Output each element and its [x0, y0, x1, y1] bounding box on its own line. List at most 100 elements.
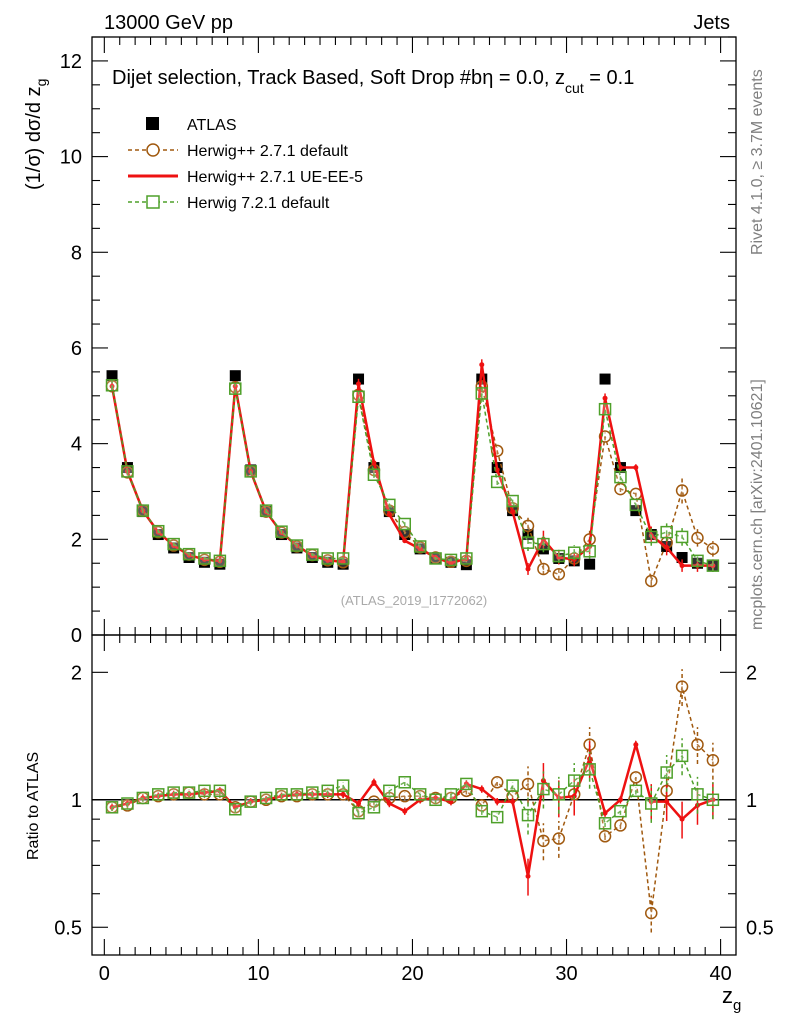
herwig-2-7-1-ue-ee-5-point [402, 538, 408, 544]
herwig-7-2-1-default-point [136, 504, 150, 517]
herwig-7-2-1-default-point [136, 791, 150, 805]
herwig-2-7-1-default-point [614, 819, 627, 832]
x-tick-label: 40 [709, 963, 731, 985]
herwig-7-2-1-default-point [444, 553, 458, 567]
herwig-2-7-1-default-point [521, 777, 535, 791]
herwig-2-7-1-default-point [691, 531, 704, 545]
energy-label: 13000 GeV pp [104, 12, 233, 34]
ratio-y-tick-label: 1 [71, 790, 82, 812]
herwig-7-2-1-default-point [537, 782, 550, 796]
herwig-2-7-1-ue-ee-5-point [494, 467, 500, 473]
herwig-7-2-1-default-point [151, 788, 165, 801]
herwig-7-2-1-default-point [675, 749, 689, 763]
herwig-7-2-1-default-point [460, 777, 473, 791]
y-tick-label: 12 [60, 51, 82, 73]
ratio-plot-frame [91, 634, 737, 956]
legend-hpp-ueee5-label: Herwig++ 2.7.1 UE-EE-5 [187, 169, 363, 186]
main-ylabel-text: (1/σ) dσ/d z [23, 86, 45, 190]
herwig-2-7-1-default-point [691, 738, 704, 751]
herwig-2-7-1-ue-ee-5-point [386, 801, 392, 807]
herwig-7-2-1-default-point [490, 475, 504, 489]
herwig-2-7-1-ue-ee-5-point [494, 799, 500, 805]
herwig-2-7-1-default-point [706, 542, 720, 556]
herwig-2-7-1-ue-ee-5-point [602, 810, 608, 816]
x-tick-label: 0 [99, 963, 110, 985]
atlas-point [214, 558, 226, 570]
herwig-7-2-1-default-point [490, 810, 504, 824]
rivet-label: Rivet 4.1.0, ≥ 3.7M events [749, 69, 766, 255]
herwig-7-2-1-default-point [229, 802, 242, 816]
ratio-ylabel: Ratio to ATLAS [25, 752, 42, 860]
ratio-xlabel-text: z [722, 983, 733, 1008]
atlas-point [676, 551, 688, 563]
herwig-2-7-1-ue-ee-5-point [617, 797, 623, 803]
herwig-7-2-1-default-point [645, 797, 658, 810]
herwig-7-2-1-default-point [182, 547, 196, 561]
herwig-7-2-1-default-point [367, 468, 381, 481]
herwig-2-7-1-ue-ee-5-point [356, 801, 362, 807]
main-ylabel: (1/σ) dσ/d zg [23, 79, 49, 190]
ratio-y-tick-label-right: 1 [746, 790, 757, 812]
herwig-2-7-1-ue-ee-5-point [664, 799, 670, 805]
herwig-2-7-1-ue-ee-5-point [510, 509, 516, 515]
herwig-7-2-1-default-point [275, 525, 288, 538]
herwig-2-7-1-default-point [706, 753, 720, 767]
legend-h7-default-marker [146, 195, 160, 209]
herwig-7-2-1-default-point [383, 784, 396, 798]
ratio-y-tick-label-right: 0.5 [746, 917, 774, 939]
herwig-2-7-1-ue-ee-5-point [433, 795, 439, 801]
herwig-7-2-1-default-point [567, 546, 581, 559]
herwig-7-2-1-default-point [198, 552, 211, 565]
herwig-7-2-1-default-point [121, 465, 134, 478]
ratio-y-tick-label: 0.5 [54, 917, 82, 939]
herwig-7-2-1-default-point [306, 548, 319, 561]
ratio-y-tick-label: 2 [71, 662, 82, 684]
herwig-2-7-1-ue-ee-5-point [602, 395, 608, 401]
herwig-7-2-1-default-point [105, 379, 119, 392]
herwig-2-7-1-default-point [490, 776, 504, 789]
herwig-7-2-1-default-point [598, 402, 612, 416]
herwig-7-2-1-default-point [321, 784, 334, 798]
herwig-2-7-1-ue-ee-5-point [479, 362, 485, 368]
herwig-2-7-1-ue-ee-5-point [417, 546, 423, 552]
plot-title: Dijet selection, Track Based, Soft Drop … [112, 67, 634, 96]
herwig-7-2-1-default-point [352, 390, 365, 404]
herwig-7-2-1-default-point [429, 793, 442, 807]
mcplots-label: mcplots.cern.ch [arXiv:2401.10621] [749, 379, 766, 630]
herwig-7-2-1-default-point [383, 498, 396, 512]
herwig-7-2-1-default-point [151, 524, 165, 538]
herwig-7-2-1-default-point [213, 784, 227, 798]
herwig-7-2-1-default-point [229, 382, 242, 395]
herwig-7-2-1-default-point [105, 801, 119, 814]
herwig-7-2-1-default-point [567, 774, 581, 787]
legend-atlas-marker [146, 117, 159, 130]
herwig-2-7-1-ue-ee-5-point [510, 799, 516, 805]
herwig-7-2-1-default-point [321, 552, 334, 565]
herwig-7-2-1-default-point [398, 776, 412, 789]
herwig-2-7-1-ue-ee-5-point [386, 511, 392, 517]
herwig-7-2-1-default-point [244, 795, 257, 808]
herwig-7-2-1-default-point [660, 525, 673, 539]
herwig-7-2-1-default-point [475, 387, 489, 400]
x-tick-label: 20 [401, 963, 423, 985]
herwig-7-2-1-default-point [660, 766, 673, 779]
herwig-2-7-1-ue-ee-5-point [371, 460, 377, 466]
herwig-2-7-1-default-point [645, 906, 658, 920]
herwig-2-7-1-ue-ee-5-point [617, 465, 623, 471]
herwig-2-7-1-default-point [537, 834, 550, 848]
herwig-7-2-1-default-point [182, 786, 196, 799]
herwig-2-7-1-default-point [675, 484, 689, 497]
herwig-2-7-1-default-point [675, 680, 689, 693]
herwig-2-7-1-default-point [537, 562, 550, 576]
herwig-2-7-1-ue-ee-5-point [340, 791, 346, 797]
herwig-7-2-1-default-point [706, 793, 720, 807]
atlas-point [229, 370, 241, 382]
herwig-7-2-1-default-point [506, 494, 519, 508]
herwig-7-2-1-default-line [111, 385, 714, 567]
herwig-7-2-1-default-point [121, 797, 134, 810]
herwig-7-2-1-default-point [645, 530, 658, 544]
herwig-2-7-1-default-point [629, 771, 643, 784]
atlas-point [399, 529, 411, 541]
legend-h7-default-label: Herwig 7.2.1 default [187, 195, 330, 212]
